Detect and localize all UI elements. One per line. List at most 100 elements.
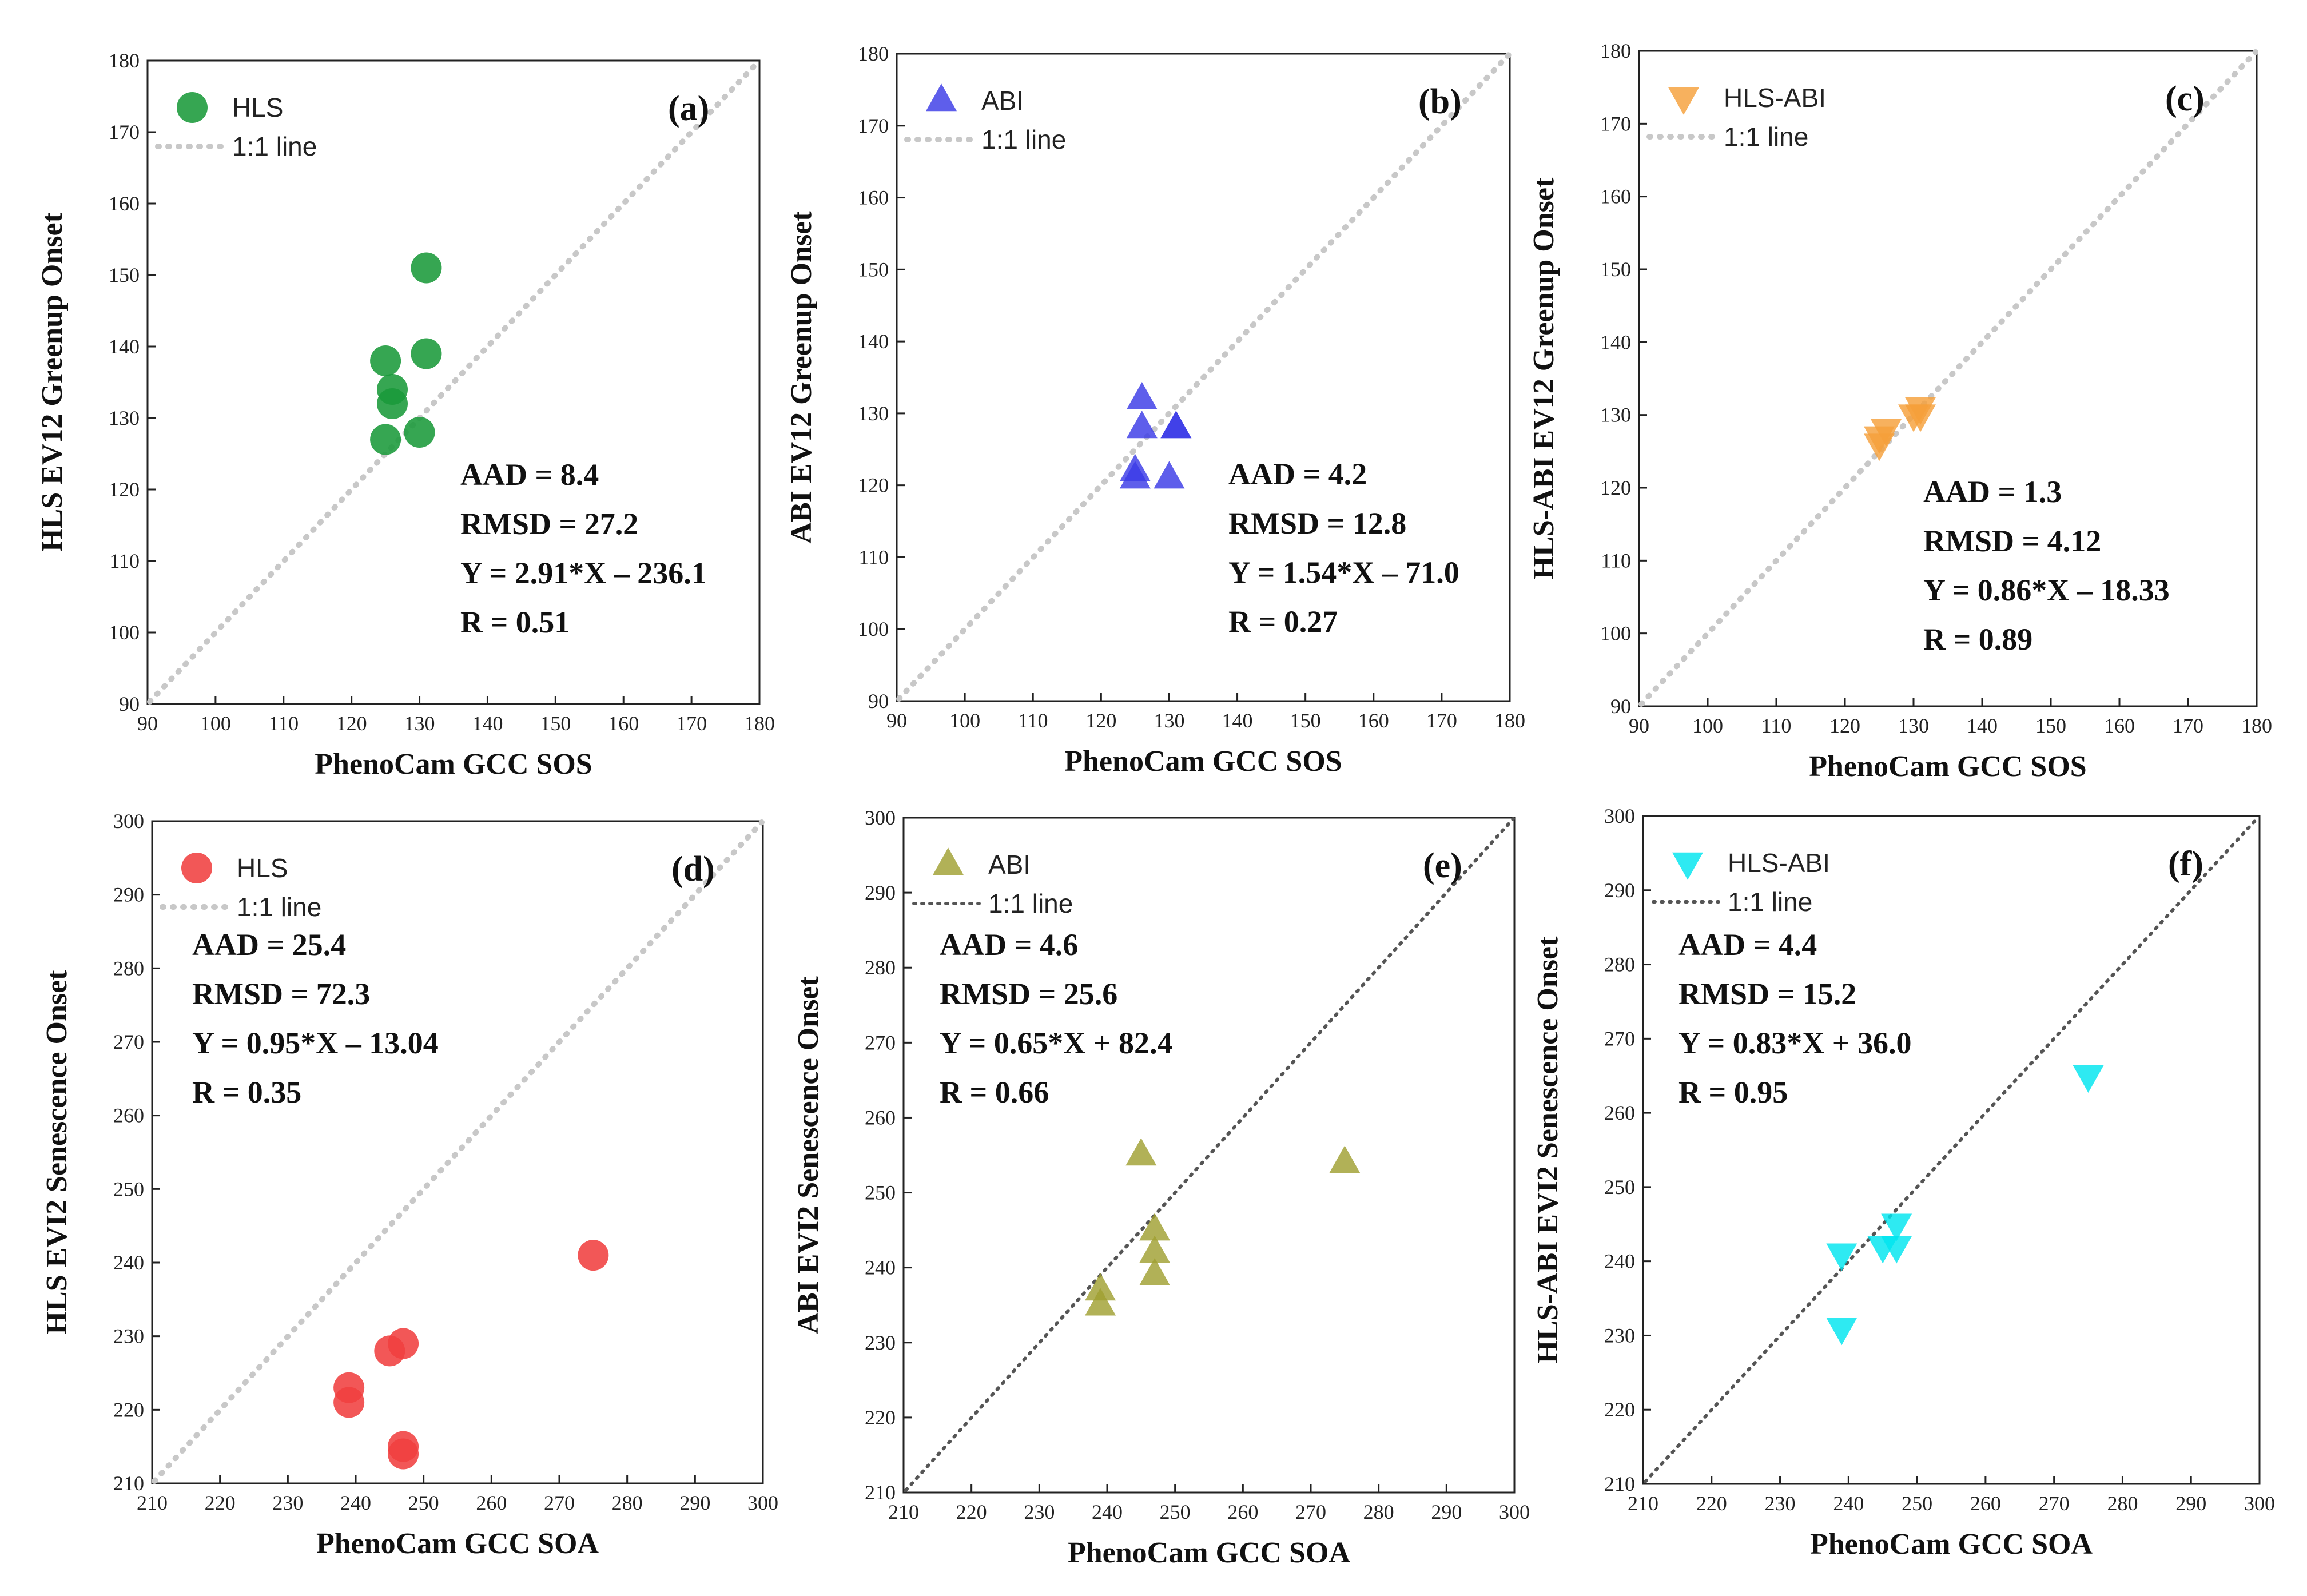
data-point [1160,411,1192,439]
y-tick-label: 250 [113,1177,144,1200]
y-tick-label: 270 [865,1031,896,1054]
y-axis-label: ABI EVI2 Senescence Onset [792,976,825,1334]
plot-frame [902,817,1516,1494]
data-point [1125,1138,1157,1166]
x-tick-label: 90 [1629,714,1649,737]
stat-line: AAD = 4.6 [940,928,1078,962]
x-tick-label: 290 [679,1491,710,1514]
y-tick-label: 180 [109,49,140,72]
legend-marker [933,847,964,875]
x-tick-label: 130 [1898,714,1929,737]
y-tick-label: 300 [865,806,896,829]
x-tick-label: 100 [200,712,231,735]
y-tick-label: 260 [113,1104,144,1127]
y-tick-label: 300 [1604,805,1635,827]
data-point [1826,1243,1857,1271]
stat-line: Y = 0.65*X + 82.4 [940,1026,1173,1060]
y-tick-label: 150 [1600,258,1631,281]
x-tick-label: 140 [1967,714,1998,737]
y-tick-label: 160 [1600,185,1631,208]
stat-line: AAD = 4.2 [1228,457,1367,491]
panel-d: 210 220 230 240 250 260 270 280 290 300 210 220 230 2… [41,810,778,1560]
x-tick-label: 300 [1499,1501,1530,1523]
data-point [411,252,442,284]
y-tick-label: 150 [109,264,140,286]
x-axis-label: PhenoCam GCC SOS [1809,750,2086,783]
y-tick-label: 230 [865,1331,896,1354]
x-tick-label: 180 [1494,709,1525,732]
y-tick-label: 130 [1600,404,1631,427]
legend-line-label: 1:1 line [988,889,1073,918]
one-to-one-line [904,817,1515,1492]
data-point [1905,404,1936,432]
legend-line-label: 1:1 line [981,125,1066,154]
x-tick-label: 260 [1227,1501,1258,1523]
x-tick-label: 110 [1761,714,1792,737]
x-tick-label: 170 [1426,709,1457,732]
data-point [2073,1065,2104,1093]
x-axis-label: PhenoCam GCC SOS [315,748,592,781]
y-tick-label: 150 [858,258,889,281]
x-tick-label: 210 [888,1501,919,1523]
y-tick-label: 170 [858,114,889,137]
stat-line: Y = 0.83*X + 36.0 [1678,1026,1912,1060]
x-tick-label: 240 [340,1491,371,1514]
legend-line-label: 1:1 line [237,892,321,922]
x-tick-label: 240 [1833,1492,1864,1515]
y-tick-label: 90 [1610,695,1631,718]
panel-label: (f) [2168,845,2203,883]
stat-line: R = 0.51 [460,605,570,639]
y-tick-label: 290 [113,883,144,906]
panel-label: (b) [1418,82,1462,121]
legend-line-label: 1:1 line [1728,887,1812,917]
y-tick-label: 110 [109,550,140,572]
y-tick-label: 170 [109,121,140,144]
legend-marker [926,83,957,112]
stat-line: Y = 0.86*X – 18.33 [1923,573,2170,607]
y-tick-label: 270 [113,1030,144,1053]
legend-series-label: ABI [981,86,1024,116]
panel-e: 210 220 230 240 250 260 270 280 290 300 210 220 230 2… [792,806,1530,1569]
y-tick-label: 180 [1600,39,1631,62]
legend-series-label: HLS [237,853,288,883]
x-tick-label: 240 [1092,1501,1123,1523]
x-tick-label: 250 [1902,1492,1932,1515]
legend-series-label: ABI [988,850,1031,879]
data-point [370,345,401,376]
x-axis-label: PhenoCam GCC SOA [1810,1528,2093,1561]
y-tick-label: 250 [1604,1176,1635,1199]
legend-marker [177,92,208,123]
panel-a: 90 100 110 120 130 140 150 160 170 180 90 100 110 120… [36,49,775,781]
data-point [404,417,435,448]
y-tick-label: 90 [119,692,140,715]
y-tick-label: 230 [113,1325,144,1348]
stat-line: AAD = 8.4 [460,457,599,492]
stat-line: R = 0.95 [1678,1075,1788,1109]
y-tick-label: 240 [113,1251,144,1274]
data-point [1881,1213,1912,1241]
y-tick-label: 170 [1600,112,1631,135]
x-axis-label: PhenoCam GCC SOA [316,1527,599,1560]
x-tick-label: 110 [1018,709,1048,732]
panel-f: 210 220 230 240 250 260 270 280 290 300 210 220 230 2… [1532,805,2275,1561]
y-axis-label: HLS EVI2 Senescence Onset [41,970,73,1335]
x-tick-label: 280 [2107,1492,2138,1515]
plot-frame [151,820,764,1484]
y-tick-label: 110 [858,546,889,568]
data-point [1329,1145,1361,1173]
x-tick-label: 130 [1154,709,1184,732]
y-tick-label: 210 [865,1481,896,1504]
stat-line: AAD = 4.4 [1678,928,1817,962]
data-point [411,338,442,369]
y-tick-label: 160 [858,186,889,209]
legend-line-label: 1:1 line [232,132,317,161]
y-tick-label: 250 [865,1181,896,1204]
data-point [1881,1236,1912,1264]
y-tick-label: 120 [1600,476,1631,499]
y-tick-label: 140 [1600,331,1631,353]
y-tick-label: 100 [109,621,140,644]
y-tick-label: 230 [1604,1324,1635,1347]
data-point [1085,1288,1116,1316]
x-tick-label: 160 [608,712,639,735]
x-tick-label: 230 [272,1491,303,1514]
